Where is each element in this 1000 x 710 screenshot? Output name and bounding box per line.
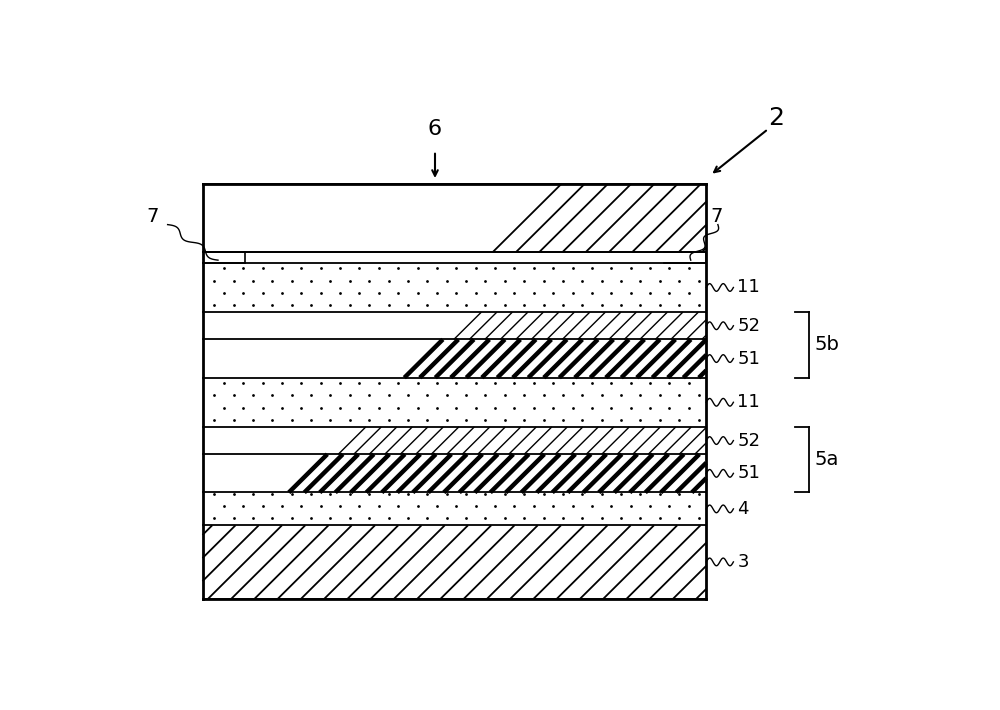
Text: 11: 11 (737, 278, 760, 297)
Bar (202, 339, 706, 378)
Bar (202, 454, 706, 493)
Text: 52: 52 (737, 432, 760, 449)
Text: 51: 51 (737, 464, 760, 482)
Bar (202, 263, 706, 312)
Text: 7: 7 (710, 207, 722, 226)
Text: 3: 3 (737, 553, 749, 571)
Text: 7: 7 (146, 207, 158, 226)
Text: 5b: 5b (815, 335, 840, 354)
Bar (202, 312, 706, 339)
Bar (202, 378, 706, 427)
Text: 11: 11 (737, 393, 760, 411)
Bar (202, 184, 706, 252)
Bar (202, 427, 706, 454)
Text: 52: 52 (737, 317, 760, 334)
Text: 5a: 5a (815, 450, 839, 469)
Text: 6: 6 (428, 119, 442, 139)
Bar (664, 252, 706, 263)
Bar (202, 525, 706, 599)
Text: 51: 51 (737, 349, 760, 368)
Text: 4: 4 (737, 500, 749, 518)
Bar (202, 493, 706, 525)
Text: 2: 2 (768, 106, 784, 130)
Bar (202, 252, 245, 263)
